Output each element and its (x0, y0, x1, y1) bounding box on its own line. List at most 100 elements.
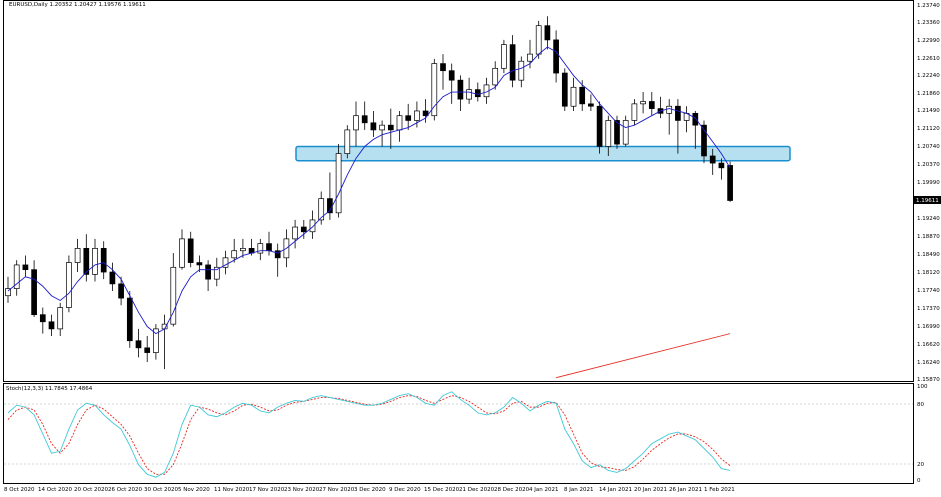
price-label: 1.17740 (917, 288, 940, 294)
bear-candle-body (440, 63, 446, 72)
candle (379, 120, 385, 147)
candle (222, 250, 229, 275)
bear-candle-body (709, 155, 716, 164)
bear-candle-body (361, 115, 368, 124)
bear-candle-body (109, 271, 116, 285)
candle (292, 219, 298, 249)
bull-candle-body (605, 120, 612, 147)
bull-candle-body (501, 44, 507, 69)
candle (170, 253, 177, 327)
price-label: 1.21490 (917, 108, 940, 114)
candle (153, 324, 159, 360)
current-price-badge (914, 196, 941, 204)
bear-candle-body (614, 120, 620, 145)
candle (509, 35, 516, 88)
resistance-zone (295, 145, 791, 162)
bull-candle-body (466, 89, 472, 100)
stoch-panel-title: Stoch(12,3,3) 11.7845 17.4864 (6, 386, 93, 392)
bear-candle-body (675, 105, 681, 121)
candle (631, 99, 638, 126)
time-axis: 8 Oct 2020 14 Oct 2020 20 Oct 2020 26 Oc… (4, 487, 735, 493)
candle (5, 276, 11, 303)
bear-candle-body (118, 283, 124, 299)
bear-candle-body (405, 115, 412, 121)
bear-candle-body (457, 79, 464, 100)
candle (466, 77, 472, 104)
bear-candle-body (100, 248, 107, 273)
bull-candle-body (292, 226, 298, 240)
candle (561, 68, 568, 111)
time-label: 30 Oct 2020 (144, 487, 179, 493)
bull-candle-body (535, 25, 542, 55)
price-label: 1.17370 (917, 306, 940, 312)
bull-candle-body (353, 115, 359, 131)
bear-candle-body (22, 264, 29, 271)
bull-candle-body (66, 262, 72, 308)
main-chart-frame (3, 0, 914, 382)
moving-average-line (7, 46, 731, 335)
candle (648, 92, 655, 116)
time-label: 9 Dec 2020 (389, 487, 421, 493)
bull-candle-body (666, 105, 673, 114)
candle (474, 82, 481, 102)
bear-candle-body (718, 162, 725, 169)
bear-candle-body (701, 124, 707, 157)
price-label: 1.16620 (917, 342, 940, 348)
bear-candle-body (144, 347, 151, 353)
stoch-signal-line (7, 395, 731, 475)
bear-candle-body (187, 238, 194, 263)
candle (701, 120, 707, 164)
bull-candle-body (74, 248, 81, 263)
candle (448, 63, 455, 104)
stoch-level-100: 100 (917, 384, 928, 390)
bull-candle-body (518, 60, 525, 81)
stoch-level-80: 80 (917, 402, 924, 408)
time-label: 21 Dec 2020 (459, 487, 495, 493)
time-label: 26 Oct 2020 (108, 487, 143, 493)
candle (83, 234, 90, 282)
bear-candle-body (135, 340, 142, 349)
bear-candle-body (579, 86, 586, 105)
stoch-main-line (7, 391, 731, 478)
bear-candle-body (727, 165, 733, 201)
candle (588, 94, 594, 111)
time-label: 28 Dec 2020 (494, 487, 530, 493)
candle (135, 328, 142, 358)
candle (666, 99, 673, 135)
candle (231, 238, 238, 263)
price-label: 1.20740 (917, 144, 940, 150)
time-label: 1 Feb 2021 (704, 487, 735, 493)
bull-candle-body (5, 288, 11, 297)
bull-candle-body (57, 307, 64, 330)
time-label: 27 Nov 2020 (319, 487, 355, 493)
time-label: 17 Nov 2020 (249, 487, 285, 493)
price-label: 1.18120 (917, 270, 940, 276)
bull-candle-body (309, 219, 316, 233)
candle (344, 125, 351, 159)
candle (309, 210, 316, 239)
bull-candle-body (222, 257, 229, 268)
bear-candle-body (596, 105, 603, 147)
current-price-label: 1.19611 (916, 198, 939, 204)
time-label: 14 Jan 2021 (599, 487, 632, 493)
candle (353, 101, 359, 147)
bull-candle-body (527, 53, 533, 62)
time-label: 4 Jan 2021 (529, 487, 558, 493)
time-label: 14 Oct 2020 (38, 487, 73, 493)
candle (622, 115, 629, 147)
bull-candle-body (335, 153, 342, 214)
price-label: 1.18870 (917, 234, 940, 240)
bear-candle-body (448, 70, 455, 81)
candle (92, 238, 98, 282)
bull-candle-body (640, 101, 646, 105)
candle (100, 241, 107, 280)
time-label: 20 Oct 2020 (74, 487, 109, 493)
time-label: 15 Dec 2020 (424, 487, 460, 493)
price-label: 1.21120 (917, 126, 940, 132)
candle (31, 260, 37, 318)
candle (431, 58, 438, 121)
candle (640, 92, 646, 114)
stoch-level-20: 20 (917, 462, 924, 468)
bear-candle-body (300, 226, 307, 233)
